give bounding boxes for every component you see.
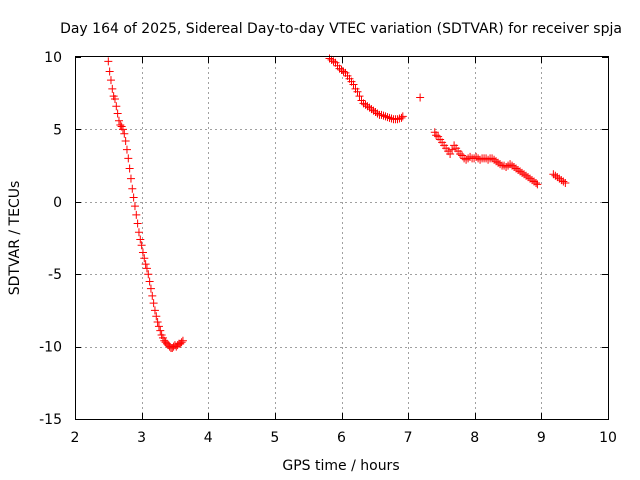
data-point xyxy=(113,109,122,118)
x-tick-label: 3 xyxy=(137,430,146,446)
data-point xyxy=(120,129,129,138)
data-point xyxy=(432,131,441,140)
data-point xyxy=(148,291,157,300)
x-tick-label: 4 xyxy=(204,430,213,446)
data-point xyxy=(353,87,362,96)
x-tick-label: 6 xyxy=(337,430,346,446)
data-point xyxy=(121,136,130,145)
data-point xyxy=(106,76,115,85)
data-point xyxy=(110,94,119,103)
data-point xyxy=(395,114,404,123)
x-tick-label: 2 xyxy=(71,430,80,446)
axis-ticks: 2 3 4 5 6 7 8 9 10 -15 -10 -5 0 5 10 xyxy=(39,50,617,446)
data-point xyxy=(144,270,153,279)
data-point xyxy=(104,57,113,66)
data-point xyxy=(137,241,146,250)
x-axis-label: GPS time / hours xyxy=(282,458,399,474)
y-tick-label: -15 xyxy=(39,412,62,428)
data-point xyxy=(138,248,147,257)
data-point xyxy=(130,202,139,211)
data-point xyxy=(154,322,163,331)
data-point xyxy=(329,57,338,66)
data-point xyxy=(149,299,158,308)
x-tick-label: 7 xyxy=(404,430,413,446)
data-point xyxy=(126,174,135,183)
plot-frame xyxy=(75,56,609,420)
data-point xyxy=(156,326,165,335)
data-point xyxy=(559,177,568,186)
data-point xyxy=(379,111,388,120)
data-point xyxy=(533,180,542,189)
y-tick-label: 10 xyxy=(44,50,62,66)
data-point xyxy=(145,277,154,286)
data-point xyxy=(105,67,114,76)
data-point xyxy=(456,150,465,159)
data-point xyxy=(177,338,186,347)
data-point xyxy=(125,164,134,173)
data-point xyxy=(129,193,138,202)
y-tick-label: -10 xyxy=(39,340,62,356)
data-point xyxy=(339,67,348,76)
data-point xyxy=(108,84,117,93)
data-point xyxy=(114,116,123,125)
data-point xyxy=(476,155,485,164)
data-point xyxy=(532,178,541,187)
data-point xyxy=(132,210,141,219)
data-point xyxy=(377,110,386,119)
data-point xyxy=(397,113,406,122)
data-point xyxy=(446,150,455,159)
data-point xyxy=(393,115,402,124)
data-point xyxy=(118,125,127,134)
data-point xyxy=(124,154,133,163)
data-point xyxy=(385,113,394,122)
data-points xyxy=(104,54,570,353)
data-point xyxy=(152,312,161,321)
y-tick-label: 0 xyxy=(53,195,62,211)
data-point xyxy=(381,112,390,121)
x-tick-label: 5 xyxy=(270,430,279,446)
data-point xyxy=(355,92,364,101)
data-point xyxy=(448,145,457,154)
data-point xyxy=(387,114,396,123)
data-point xyxy=(134,228,143,237)
data-point xyxy=(349,80,358,89)
y-tick-label: -5 xyxy=(48,267,62,283)
x-tick-label: 9 xyxy=(537,430,546,446)
y-tick-label: 5 xyxy=(53,122,62,138)
data-point xyxy=(116,121,125,130)
data-point xyxy=(112,102,121,111)
data-point xyxy=(561,178,570,187)
data-point xyxy=(153,317,162,326)
data-point xyxy=(398,112,407,121)
data-point xyxy=(128,184,137,193)
data-point xyxy=(140,254,149,263)
data-point xyxy=(146,284,155,293)
data-point xyxy=(178,336,187,345)
y-axis-label: SDTVAR / TECUs xyxy=(7,181,23,296)
data-point xyxy=(133,219,142,228)
data-point xyxy=(136,235,145,244)
data-point xyxy=(496,160,505,169)
data-point xyxy=(141,260,150,269)
data-point xyxy=(150,306,159,315)
chart-title: Day 164 of 2025, Sidereal Day-to-day VTE… xyxy=(60,21,622,37)
x-tick-label: 10 xyxy=(599,430,617,446)
x-tick-label: 8 xyxy=(470,430,479,446)
grid-lines xyxy=(75,57,608,419)
data-point xyxy=(416,93,425,102)
data-point xyxy=(122,145,131,154)
data-point xyxy=(373,109,382,118)
data-point xyxy=(142,264,151,273)
data-point xyxy=(383,113,392,122)
